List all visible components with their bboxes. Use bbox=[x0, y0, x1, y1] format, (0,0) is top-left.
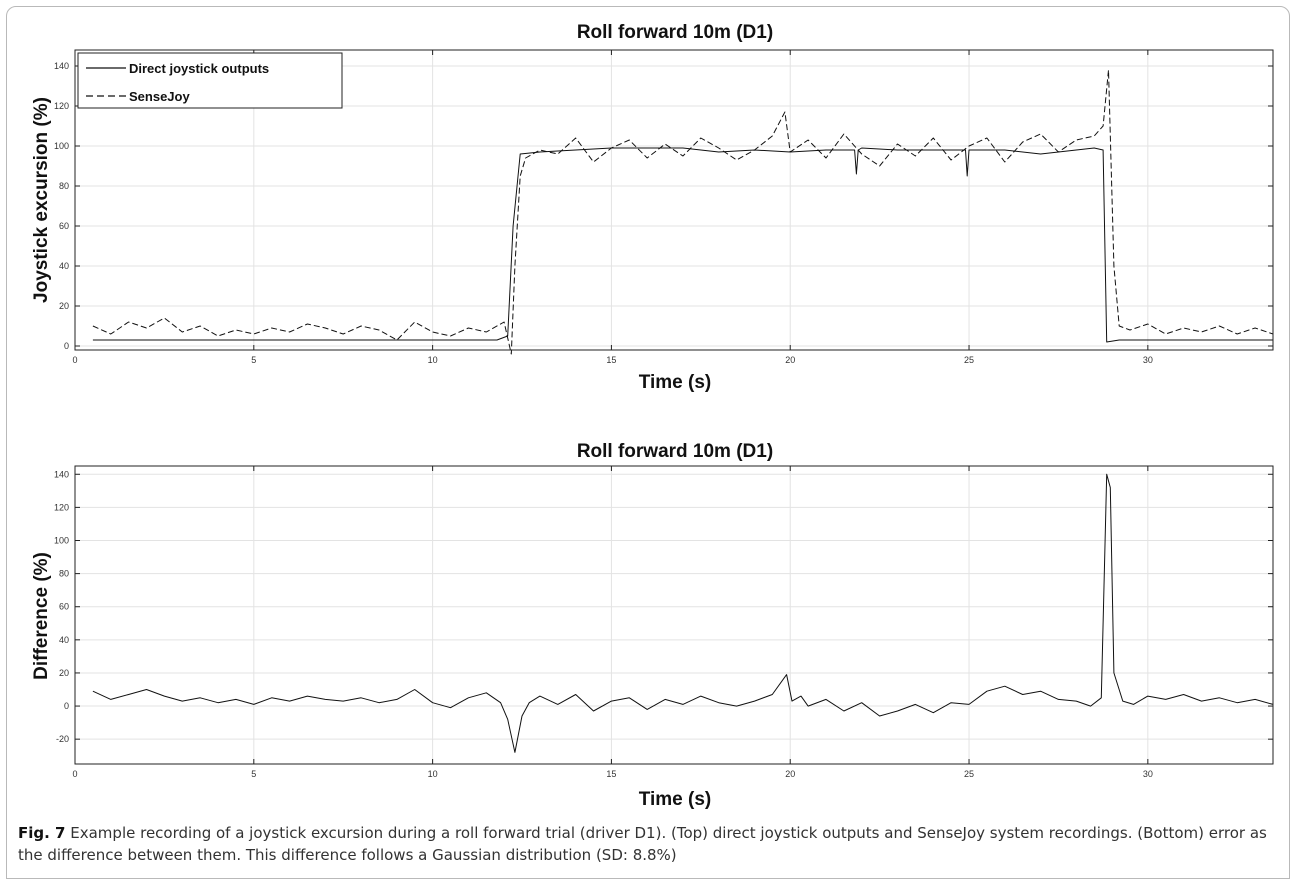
top-series-line-1 bbox=[92, 69, 1274, 355]
x-tick-label: 15 bbox=[606, 769, 616, 779]
top-chart-legend: Direct joystick outputs SenseJoy bbox=[77, 52, 343, 109]
figure-caption: Fig. 7 Example recording of a joystick e… bbox=[18, 822, 1280, 866]
top-series-line-0 bbox=[92, 147, 1273, 343]
x-tick-label: 30 bbox=[1143, 355, 1153, 365]
y-tick-label: 80 bbox=[59, 569, 69, 579]
y-tick-label: 40 bbox=[59, 261, 69, 271]
legend-label-sensejoy: SenseJoy bbox=[129, 89, 190, 104]
y-tick-label: 60 bbox=[59, 602, 69, 612]
x-tick-label: 5 bbox=[251, 355, 256, 365]
caption-label: Fig. 7 bbox=[18, 824, 66, 842]
x-tick-label: 25 bbox=[964, 769, 974, 779]
legend-box bbox=[77, 52, 343, 109]
x-tick-label: 20 bbox=[785, 769, 795, 779]
figure-frame bbox=[6, 6, 1290, 879]
x-tick-label: 5 bbox=[251, 769, 256, 779]
bottom-chart-plot-area bbox=[74, 465, 1274, 765]
top-chart-ylabel: Joystick excursion (%) bbox=[31, 97, 52, 303]
top-chart: Roll forward 10m (D1) Time (s) Joystick … bbox=[31, 22, 1274, 393]
top-chart-lines bbox=[92, 69, 1274, 355]
bottom-chart-ylabel: Difference (%) bbox=[31, 552, 52, 680]
x-tick-label: 10 bbox=[428, 355, 438, 365]
y-tick-label: 20 bbox=[59, 668, 69, 678]
caption-text: Example recording of a joystick excursio… bbox=[18, 824, 1267, 864]
bottom-chart-title: Roll forward 10m (D1) bbox=[577, 441, 773, 462]
x-tick-label: 25 bbox=[964, 355, 974, 365]
y-tick-label: -20 bbox=[56, 734, 69, 744]
y-tick-label: 140 bbox=[54, 61, 69, 71]
x-tick-label: 10 bbox=[428, 769, 438, 779]
bottom-series-line-0 bbox=[92, 473, 1274, 753]
x-tick-label: 0 bbox=[72, 769, 77, 779]
y-tick-label: 120 bbox=[54, 502, 69, 512]
bottom-chart-grid bbox=[75, 466, 1273, 764]
x-tick-label: 30 bbox=[1143, 769, 1153, 779]
y-tick-label: 120 bbox=[54, 101, 69, 111]
bottom-chart-xlabel: Time (s) bbox=[639, 789, 712, 810]
x-tick-label: 0 bbox=[72, 355, 77, 365]
y-tick-label: 0 bbox=[64, 341, 69, 351]
top-chart-title: Roll forward 10m (D1) bbox=[577, 22, 773, 43]
x-tick-label: 15 bbox=[606, 355, 616, 365]
x-tick-label: 20 bbox=[785, 355, 795, 365]
bottom-chart-lines bbox=[92, 473, 1274, 753]
y-tick-label: 100 bbox=[54, 536, 69, 546]
y-tick-label: 40 bbox=[59, 635, 69, 645]
y-tick-label: 60 bbox=[59, 221, 69, 231]
bottom-chart-ticks: 0 5 10 15 20 25 30 -20 0 20 40 60 80 100 120 140 bbox=[54, 466, 1273, 779]
figure-canvas: Roll forward 10m (D1) Time (s) Joystick … bbox=[31, 22, 1274, 810]
top-chart-xlabel: Time (s) bbox=[639, 372, 712, 393]
y-tick-label: 140 bbox=[54, 469, 69, 479]
legend-label-direct: Direct joystick outputs bbox=[129, 61, 269, 76]
top-chart-ticks: 0 5 10 15 20 25 30 0 20 40 60 80 100 120 140 bbox=[54, 50, 1273, 365]
top-chart-plot-area bbox=[74, 49, 1274, 351]
y-tick-label: 100 bbox=[54, 141, 69, 151]
bottom-chart: Roll forward 10m (D1) Time (s) Differenc… bbox=[31, 441, 1274, 810]
y-tick-label: 80 bbox=[59, 181, 69, 191]
y-tick-label: 20 bbox=[59, 301, 69, 311]
y-tick-label: 0 bbox=[64, 701, 69, 711]
